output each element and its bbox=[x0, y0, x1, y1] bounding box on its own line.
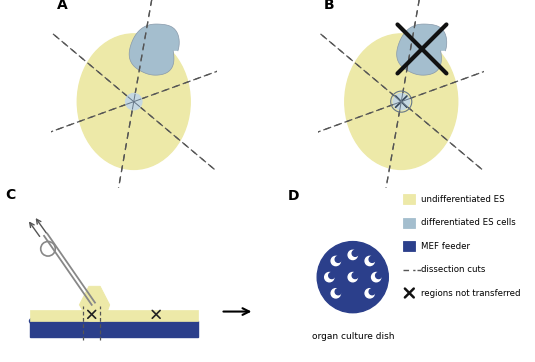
Text: undifferentiated ES: undifferentiated ES bbox=[422, 195, 505, 204]
Ellipse shape bbox=[126, 318, 136, 324]
Ellipse shape bbox=[90, 318, 100, 324]
Text: D: D bbox=[288, 189, 300, 203]
Circle shape bbox=[369, 256, 375, 262]
Ellipse shape bbox=[77, 34, 190, 169]
Circle shape bbox=[348, 273, 357, 282]
Circle shape bbox=[335, 256, 341, 262]
Circle shape bbox=[352, 250, 358, 256]
Circle shape bbox=[365, 256, 374, 266]
Circle shape bbox=[301, 226, 404, 329]
Circle shape bbox=[126, 93, 142, 110]
Circle shape bbox=[393, 93, 409, 110]
Ellipse shape bbox=[66, 318, 76, 324]
Ellipse shape bbox=[162, 318, 172, 324]
Circle shape bbox=[376, 273, 381, 278]
Ellipse shape bbox=[174, 318, 185, 324]
Circle shape bbox=[348, 250, 357, 260]
Text: B: B bbox=[324, 0, 335, 12]
Circle shape bbox=[325, 273, 334, 282]
Ellipse shape bbox=[150, 318, 160, 324]
Bar bbox=[403, 218, 415, 228]
Ellipse shape bbox=[114, 318, 124, 324]
Polygon shape bbox=[129, 24, 179, 75]
Bar bbox=[30, 321, 198, 337]
Circle shape bbox=[352, 273, 358, 278]
Text: organ culture dish: organ culture dish bbox=[311, 332, 394, 341]
Text: MEF feeder: MEF feeder bbox=[422, 241, 470, 251]
Ellipse shape bbox=[138, 318, 148, 324]
Circle shape bbox=[328, 273, 335, 278]
Circle shape bbox=[365, 289, 374, 298]
Ellipse shape bbox=[345, 34, 458, 169]
Ellipse shape bbox=[29, 318, 40, 324]
Circle shape bbox=[369, 289, 375, 295]
Text: dissection cuts: dissection cuts bbox=[422, 265, 486, 274]
Text: differentiated ES cells: differentiated ES cells bbox=[422, 218, 516, 227]
Ellipse shape bbox=[102, 318, 112, 324]
Text: C: C bbox=[5, 189, 15, 202]
Ellipse shape bbox=[54, 318, 64, 324]
Circle shape bbox=[331, 289, 340, 298]
Circle shape bbox=[335, 289, 341, 295]
Circle shape bbox=[331, 256, 340, 266]
Ellipse shape bbox=[78, 318, 88, 324]
Text: A: A bbox=[57, 0, 67, 12]
Bar bbox=[403, 194, 415, 205]
Polygon shape bbox=[396, 24, 447, 75]
Bar bbox=[403, 241, 415, 251]
Circle shape bbox=[371, 273, 381, 282]
Bar bbox=[30, 310, 198, 321]
Text: regions not transferred: regions not transferred bbox=[422, 289, 521, 298]
Polygon shape bbox=[79, 286, 110, 321]
Circle shape bbox=[317, 241, 388, 313]
Ellipse shape bbox=[186, 318, 196, 324]
Ellipse shape bbox=[42, 318, 52, 324]
